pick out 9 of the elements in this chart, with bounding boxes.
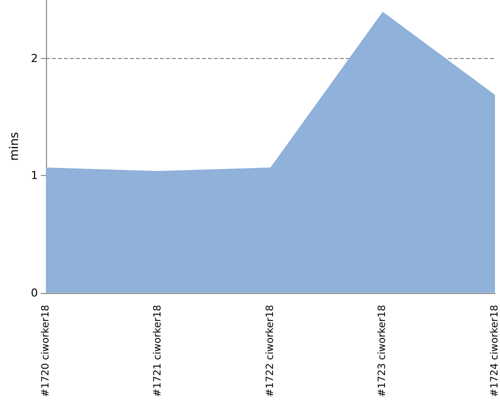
y-tick-label: 1	[30, 169, 38, 182]
x-tick-label: #1721 ciworker18	[152, 304, 164, 398]
x-tick-label: #1724 ciworker18	[490, 304, 500, 398]
x-tick-label: #1720 ciworker18	[40, 304, 52, 398]
y-axis-title: mins	[7, 132, 21, 161]
y-tick-label: 0	[30, 286, 38, 300]
y-tick-label: 2	[30, 52, 38, 66]
x-tick-label: #1723 ciworker18	[377, 304, 388, 398]
x-tick-label: #1722 ciworker18	[264, 304, 276, 398]
